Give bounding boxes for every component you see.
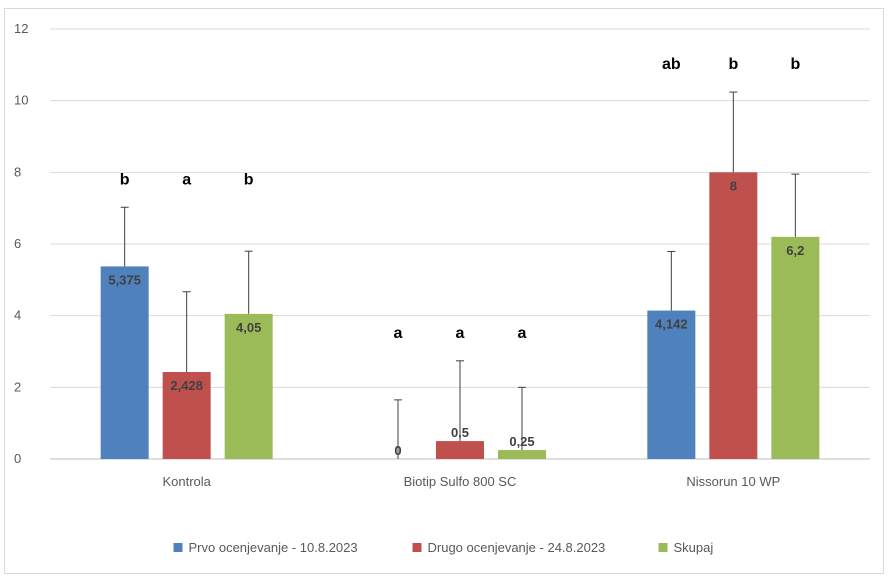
error-bars	[120, 91, 800, 459]
x-axis-categories: Kontrola Biotip Sulfo 800 SC Nissorun 10 W…	[162, 474, 780, 489]
significance-letters: b a ba a aab b b	[120, 56, 801, 342]
significance-letter-1-0: a	[182, 171, 191, 188]
significance-letter-1-2: b	[728, 56, 738, 73]
bar-1-2	[709, 172, 758, 460]
legend-label-0: Prvo ocenjevanje - 10.8.2023	[189, 540, 358, 555]
y-tick-label-5: 10	[14, 93, 28, 108]
legend-swatch-0	[173, 543, 183, 552]
y-tick-label-2: 4	[14, 308, 21, 323]
data-label-0-2: 4,142	[655, 317, 688, 332]
data-label-2-2: 6,2	[786, 243, 804, 258]
category-label-1: Biotip Sulfo 800 SC	[404, 474, 517, 489]
bar-1-0	[162, 371, 211, 459]
y-tick-label-0: 0	[14, 451, 21, 466]
bar-1-1	[436, 441, 484, 459]
significance-letter-1-1: a	[456, 325, 465, 342]
legend-swatch-2	[658, 543, 668, 552]
category-label-2: Nissorun 10 WP	[686, 474, 780, 489]
data-label-0-0: 5,375	[108, 272, 141, 287]
legend-swatch-1	[412, 543, 422, 552]
data-label-1-1: 0,5	[451, 425, 469, 440]
data-label-0-1: 0	[394, 443, 401, 458]
bar-2-1	[498, 450, 546, 459]
legend: Prvo ocenjevanje - 10.8.2023 Drugo ocenje…	[173, 540, 714, 555]
bar-0-2	[647, 310, 696, 459]
bar-0-0	[100, 266, 149, 459]
significance-letter-2-2: b	[790, 56, 800, 73]
significance-letter-0-1: a	[394, 325, 403, 342]
data-label-2-1: 0,25	[509, 434, 534, 449]
y-tick-label-1: 2	[14, 379, 21, 394]
bar-2-2	[771, 236, 820, 459]
data-label-1-0: 2,428	[170, 378, 203, 393]
y-tick-label-6: 12	[14, 21, 28, 36]
bars	[100, 172, 820, 460]
legend-label-2: Skupaj	[674, 540, 714, 555]
y-tick-label-3: 6	[14, 236, 21, 251]
significance-letter-0-2: ab	[662, 56, 681, 73]
y-tick-label-4: 8	[14, 164, 21, 179]
legend-label-1: Drugo ocenjevanje - 24.8.2023	[428, 540, 606, 555]
data-label-2-0: 4,05	[236, 320, 261, 335]
significance-letter-0-0: b	[120, 171, 130, 188]
data-labels: 5,375 2,428 4,05 0 0,5 0,25 4,142 8 6,2	[108, 178, 804, 458]
category-label-0: Kontrola	[162, 474, 211, 489]
significance-letter-2-1: a	[518, 325, 527, 342]
significance-letter-2-0: b	[244, 171, 254, 188]
y-axis-ticks: 0 2 4 6 8 10 12	[14, 21, 28, 466]
bar-2-0	[224, 313, 273, 459]
data-label-1-2: 8	[730, 178, 737, 193]
